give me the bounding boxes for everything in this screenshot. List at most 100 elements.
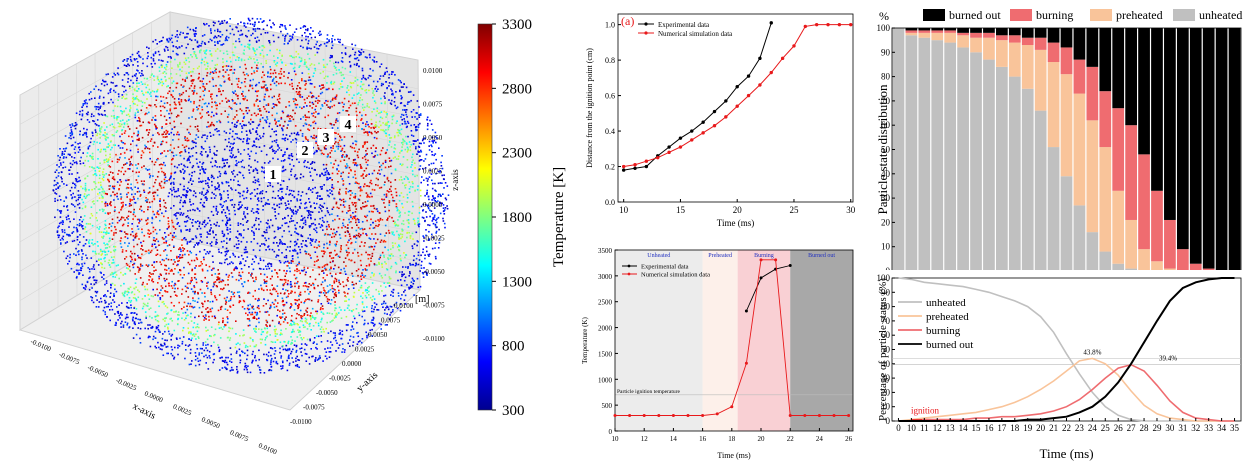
bar-unheated-16 [983, 60, 995, 270]
x-tick-12: 12 [933, 423, 942, 433]
y-tick-1000: 1000 [598, 376, 613, 384]
bar-unheated-19 [1022, 89, 1034, 270]
data-point-1-19 [745, 362, 748, 365]
legend-label-2: burning [926, 325, 961, 337]
bar-preheated-14 [957, 35, 969, 47]
z-tick-7: 0.0075 [423, 101, 443, 109]
x-tick-20: 20 [1036, 423, 1046, 433]
bar-burned-out-31 [1177, 28, 1189, 249]
y-axis-label: Distance from the ignition point (cm) [585, 48, 594, 168]
y-tick-4: 0.0000 [342, 360, 362, 368]
x-tick-19: 19 [1023, 423, 1032, 433]
bar-burned-out-23 [1074, 28, 1086, 60]
x-tick-22: 22 [787, 435, 795, 443]
series-line-1 [624, 25, 851, 167]
data-point-1-25 [833, 414, 836, 417]
y-tick-3000: 3000 [598, 273, 613, 281]
bar-unheated-24 [1086, 232, 1098, 270]
colorbar-tick-1800: 1800 [502, 210, 532, 226]
bar-burning-28 [1138, 154, 1150, 249]
data-point-1-23 [803, 414, 806, 417]
bar-burning-31 [1177, 249, 1189, 270]
bar-burning-12 [931, 30, 943, 32]
y-tick-100: 100 [877, 23, 891, 33]
data-point-1-26 [847, 414, 850, 417]
x-tick-1: -0.0075 [58, 350, 81, 366]
phase-label-3: Burned out [808, 253, 835, 259]
bar-burning-20 [1035, 38, 1047, 50]
y-tick-0.6: 0.6 [605, 92, 615, 101]
legend-label-1: preheated [926, 311, 969, 323]
data-point-1-20 [736, 105, 739, 108]
bar-preheated-12 [931, 33, 943, 40]
x-tick-34: 34 [1217, 423, 1227, 433]
x-tick-13: 13 [946, 423, 956, 433]
bar-burning-30 [1164, 220, 1176, 269]
z-tick-3: -0.0025 [423, 235, 445, 243]
legend-label-3: unheated [1199, 8, 1242, 22]
y-tick-5: 0.0025 [355, 346, 375, 354]
pc-svg: %Particle state distribution010203040506… [875, 0, 1260, 270]
data-point-0-22 [789, 264, 792, 267]
data-point-1-16 [690, 138, 693, 141]
x-tick-10: 10 [619, 205, 629, 215]
data-point-1-17 [701, 131, 704, 134]
x-tick-30: 30 [1165, 423, 1175, 433]
data-point-1-22 [758, 83, 761, 86]
x-tick-20: 20 [733, 205, 743, 215]
bar-burning-18 [1009, 35, 1021, 42]
panel-label: (a) [621, 14, 634, 28]
data-point-1-19 [724, 115, 727, 118]
bar-preheated-16 [983, 38, 995, 60]
legend-swatch-3 [1173, 9, 1195, 21]
bar-burning-29 [1151, 191, 1163, 261]
x-tick-18: 18 [1010, 423, 1020, 433]
ignition-label: Particle ignition temperature [617, 389, 680, 395]
legend-swatch-2 [1090, 9, 1112, 21]
bar-burned-out-18 [1009, 28, 1021, 35]
bar-preheated-18 [1009, 43, 1021, 77]
y-tick-0: -0.0100 [290, 418, 312, 426]
data-point-0-20 [736, 85, 739, 88]
bar-burning-19 [1022, 38, 1034, 45]
x-tick-31: 31 [1178, 423, 1187, 433]
y-tick-50: 50 [881, 145, 891, 155]
bar-burning-11 [918, 30, 930, 32]
colorbar-tick-3300: 3300 [502, 17, 532, 33]
bar-burning-23 [1074, 60, 1086, 94]
y-tick-7: 0.0075 [381, 317, 401, 325]
bar-preheated-29 [1151, 261, 1163, 270]
bar-burned-out-24 [1086, 28, 1098, 67]
data-point-1-13 [657, 414, 660, 417]
p3d-svg: 1234-0.0100-0.0075-0.0050-0.00250.00000.… [0, 0, 575, 464]
x-tick-10: 10 [612, 435, 620, 443]
bar-unheated-21 [1048, 147, 1060, 270]
legend-label-1: Numerical simulation data [641, 272, 710, 279]
bar-preheated-17 [996, 40, 1008, 67]
data-point-1-18 [730, 405, 733, 408]
ignition-label: ignition [911, 406, 940, 416]
bar-unheated-18 [1009, 77, 1021, 270]
bar-burning-26 [1112, 108, 1124, 191]
marker-label-4: 4 [345, 118, 352, 133]
z-tick-5: 0.0025 [423, 168, 443, 176]
data-point-1-11 [628, 414, 631, 417]
phase-label-0: Unheated [647, 253, 670, 259]
bar-burned-out-33 [1203, 28, 1215, 269]
y-tick-1: -0.0075 [303, 404, 325, 412]
x-axis-label: Time (ms) [717, 218, 754, 228]
x-tick-22: 22 [1062, 423, 1071, 433]
x-axis-label: x-axis [131, 401, 158, 422]
bar-unheated-12 [931, 40, 943, 270]
y-tick-0.4: 0.4 [605, 127, 615, 136]
distribution-chart: %Particle state distribution010203040506… [875, 0, 1260, 270]
bar-preheated-13 [944, 33, 956, 43]
x-tick-6: 0.0050 [200, 415, 221, 430]
bar-burned-out-30 [1164, 28, 1176, 220]
bar-preheated-15 [970, 38, 982, 53]
phase-band-3 [790, 250, 853, 431]
z-tick-4: 0.0000 [423, 201, 443, 209]
colorbar [478, 24, 492, 410]
